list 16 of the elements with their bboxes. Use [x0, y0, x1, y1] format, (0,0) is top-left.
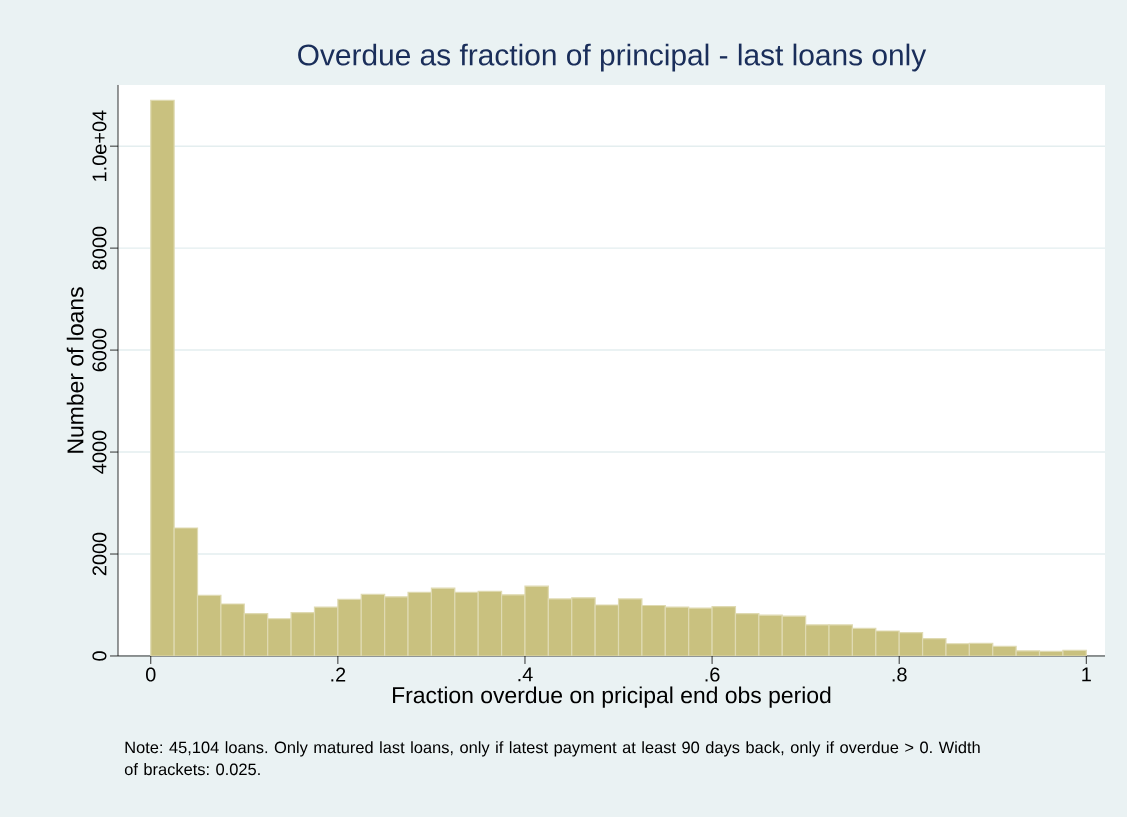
x-tick-label: 0	[145, 667, 156, 682]
y-tick-label: 1.0e+04	[92, 110, 107, 181]
y-tick-label: 2000	[92, 532, 107, 576]
x-tick-label: .4	[518, 667, 533, 682]
y-tick-label: 0	[92, 651, 107, 661]
x-tick-label: .8	[892, 667, 907, 682]
y-axis-title: Number of loans	[66, 287, 84, 453]
x-tick-label: .6	[705, 667, 720, 682]
x-tick-label: 1	[1082, 667, 1091, 682]
y-tick-label: 6000	[92, 328, 107, 372]
x-axis-title: Fraction overdue on pricipal end obs period	[393, 686, 831, 708]
y-tick-label: 8000	[92, 226, 107, 270]
y-tick-label: 4000	[92, 430, 107, 474]
text: Note: 45,104 loans. Only matured last loans, only if latest payment at least 90 days back, only if overdue > 0. Width of brackets: 0.025.	[124, 741, 980, 776]
x-tick-label: .2	[331, 667, 346, 682]
chart-title: Overdue as fraction of principal - last loans only	[298, 43, 927, 72]
